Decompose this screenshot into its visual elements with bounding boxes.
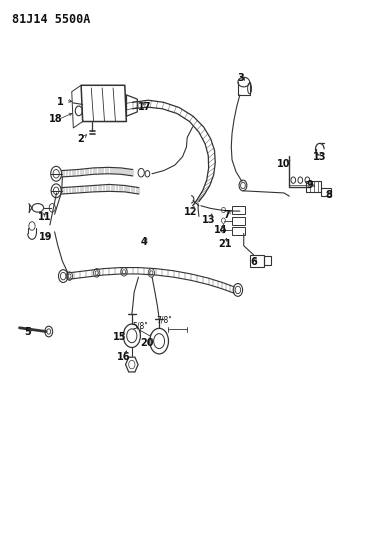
Bar: [306, 181, 321, 192]
Text: 15: 15: [113, 332, 127, 342]
Bar: [232, 227, 245, 235]
Bar: [250, 255, 264, 266]
Bar: [232, 206, 245, 214]
Text: 4: 4: [140, 237, 147, 247]
Text: 5: 5: [25, 327, 32, 336]
Text: 7: 7: [223, 211, 230, 220]
Text: 10: 10: [277, 159, 291, 169]
Text: 18: 18: [49, 115, 62, 124]
Text: 5/8": 5/8": [133, 322, 148, 330]
Text: 13: 13: [313, 152, 326, 161]
Text: 11: 11: [38, 213, 51, 222]
Text: 12: 12: [184, 207, 198, 217]
Text: 7/8": 7/8": [156, 316, 172, 324]
Text: 21: 21: [218, 239, 231, 248]
Text: 16: 16: [117, 352, 130, 362]
Text: 6: 6: [250, 257, 257, 267]
Text: 9: 9: [307, 181, 314, 190]
Text: 3: 3: [238, 73, 245, 83]
Text: 17: 17: [138, 102, 152, 111]
Text: 2: 2: [78, 134, 85, 143]
Text: 20: 20: [141, 338, 154, 348]
Bar: [321, 188, 331, 196]
Bar: [264, 256, 271, 265]
Text: 81J14 5500A: 81J14 5500A: [12, 13, 90, 26]
Text: 8: 8: [325, 190, 332, 200]
Text: 1: 1: [57, 98, 64, 107]
Text: 13: 13: [202, 215, 216, 224]
Text: 14: 14: [214, 225, 227, 235]
Text: 19: 19: [39, 232, 53, 242]
Bar: [232, 217, 245, 225]
